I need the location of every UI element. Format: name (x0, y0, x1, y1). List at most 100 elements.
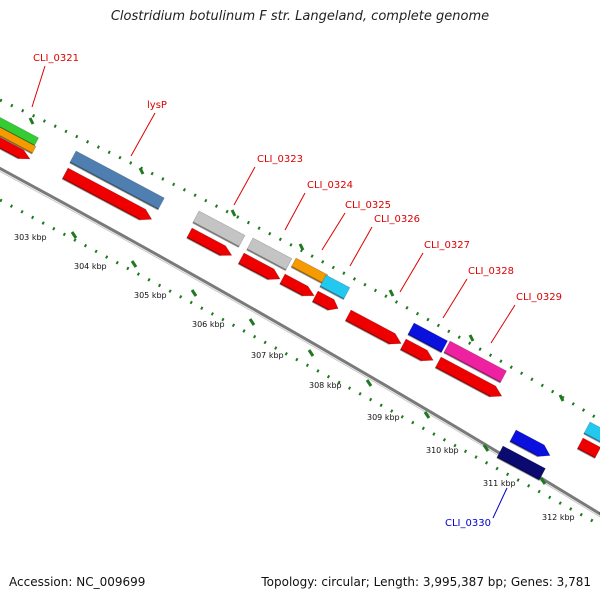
gene-feature[interactable] (509, 429, 553, 461)
tick-mark (307, 349, 315, 357)
gene-shadow (399, 348, 423, 362)
accession-text: Accession: NC_009699 (9, 575, 146, 589)
features-layer (0, 111, 600, 481)
gene-feature[interactable] (399, 338, 436, 366)
genome-backbone (0, 166, 600, 516)
gene-shadow (509, 440, 539, 458)
gene-leader-line (233, 166, 256, 206)
gene-label[interactable]: CLI_0326 (374, 214, 420, 225)
gene-shadow (407, 333, 442, 354)
gene-leader-line (490, 304, 516, 344)
gene-leader-line (284, 192, 306, 231)
gene-leader-line (399, 252, 424, 293)
gene-feature[interactable] (69, 150, 165, 211)
outer-tick-mark (28, 117, 35, 125)
gene-feature[interactable] (237, 252, 282, 284)
tick-label: 305 kbp (134, 291, 167, 300)
gene-feature[interactable] (344, 309, 404, 349)
gene-label[interactable]: CLI_0325 (345, 200, 391, 211)
gene-leader-line (442, 278, 468, 319)
gene-shadow (0, 128, 33, 155)
gene-label[interactable]: CLI_0330 (445, 518, 491, 529)
gene-shadow (311, 300, 329, 312)
tick-label: 306 kbp (192, 320, 225, 329)
outer-tick-mark (558, 394, 565, 402)
map-title: Clostridium botulinum F str. Langeland, … (110, 9, 490, 24)
gene-body (509, 429, 551, 457)
gene-label[interactable]: CLI_0324 (307, 180, 353, 191)
gene-feature[interactable] (246, 237, 293, 272)
outer-tick-mark (388, 289, 395, 297)
tick-mark (248, 318, 256, 326)
gene-feature[interactable] (583, 421, 600, 444)
gene-shadow (69, 161, 159, 211)
gene-body (0, 121, 37, 154)
gene-feature[interactable] (443, 340, 507, 384)
gene-body (319, 274, 351, 300)
gene-body (399, 338, 434, 362)
gene-shadow (192, 221, 240, 248)
gene-body (443, 340, 507, 383)
gene-feature[interactable] (0, 121, 37, 155)
gene-body (192, 210, 246, 248)
gene-leader-line (492, 487, 508, 519)
outer-tick-mark (138, 167, 145, 175)
tick-label: 308 kbp (309, 381, 342, 390)
tick-mark (482, 444, 490, 452)
topology-summary: Topology: circular; Length: 3,995,387 bp… (261, 575, 591, 589)
outer-tick-mark (298, 243, 305, 251)
tick-mark (365, 379, 373, 387)
gene-feature[interactable] (576, 437, 600, 459)
gene-shadow (319, 285, 345, 301)
gene-shadow (583, 432, 600, 444)
gene-body (583, 421, 600, 444)
gene-body (246, 237, 293, 271)
gene-shadow (246, 248, 287, 272)
gene-shadow (186, 236, 221, 257)
gene-feature[interactable] (192, 210, 246, 248)
gene-label[interactable]: lysP (147, 100, 167, 111)
gene-body (576, 437, 600, 459)
gene-shadow (496, 456, 540, 481)
gene-feature[interactable] (496, 445, 546, 481)
gene-feature[interactable] (186, 227, 235, 260)
gene-shadow (290, 265, 324, 285)
gene-leader-line (321, 212, 346, 251)
gene-feature[interactable] (319, 274, 351, 301)
gene-label[interactable]: CLI_0329 (516, 292, 562, 303)
gene-leader-line (130, 112, 156, 157)
gene-label[interactable]: CLI_0327 (424, 240, 470, 251)
gene-body (279, 273, 315, 297)
tick-label: 309 kbp (367, 413, 400, 422)
gene-label[interactable]: CLI_0321 (33, 53, 79, 64)
gene-body (496, 445, 546, 481)
tick-mark (70, 231, 78, 239)
gene-feature[interactable] (311, 290, 341, 314)
tick-label: 310 kbp (426, 446, 459, 455)
gene-feature[interactable] (407, 322, 448, 354)
tick-mark (539, 477, 547, 485)
gene-label[interactable]: CLI_0328 (468, 266, 514, 277)
gene-body (344, 309, 402, 345)
gene-shadow (443, 351, 501, 384)
tick-mark (130, 260, 138, 268)
tick-mark (190, 289, 198, 297)
gene-feature[interactable] (434, 356, 504, 401)
gene-label[interactable]: CLI_0323 (257, 154, 303, 165)
gene-body (407, 322, 448, 353)
gene-body (61, 167, 153, 221)
tick-label: 307 kbp (251, 351, 284, 360)
gene-shadow (61, 177, 141, 221)
tick-label: 304 kbp (74, 262, 107, 271)
gene-leader-line (31, 65, 46, 108)
ticks-layer: 303 kbp 304 kbp 305 kbp 306 kbp 307 kbp 308 k… (14, 117, 600, 522)
gene-leader-line (349, 226, 373, 267)
gene-shadow (279, 282, 304, 297)
gene-body (311, 290, 339, 311)
gene-feature[interactable] (0, 131, 32, 163)
genome-backbone-shadow (0, 170, 600, 518)
gene-shadow (237, 262, 269, 281)
gene-feature[interactable] (279, 273, 317, 301)
tick-label: 303 kbp (14, 233, 47, 242)
gene-feature[interactable] (61, 167, 154, 225)
